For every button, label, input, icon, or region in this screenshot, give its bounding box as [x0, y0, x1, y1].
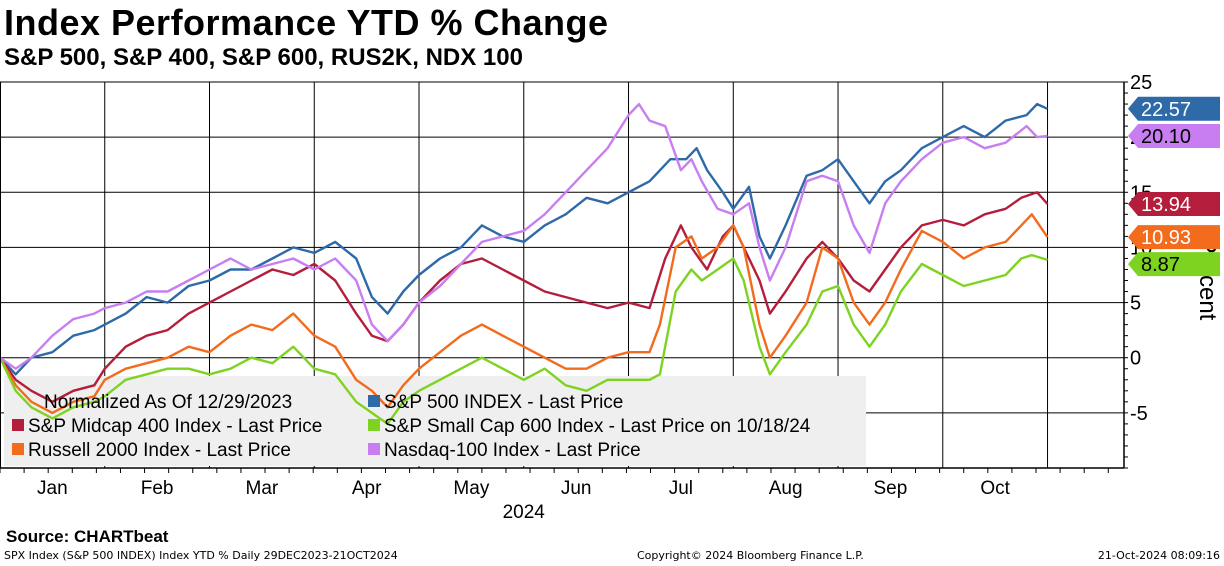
x-axis-year-label: 2024: [503, 502, 546, 523]
y-tick-label: 5: [1130, 293, 1141, 315]
legend-swatch: [368, 419, 380, 431]
last-value-labels: 22.57 20.10 13.94 10.93 8.87: [1128, 96, 1220, 277]
legend-swatch: [12, 443, 24, 455]
x-tick-label: Jun: [561, 478, 592, 499]
x-tick-label: Sep: [873, 478, 907, 499]
last-value-text: 8.87: [1141, 254, 1180, 276]
x-tick-label: Mar: [246, 478, 279, 499]
last-value-text: 22.57: [1141, 99, 1191, 121]
last-value-tag: [1128, 124, 1220, 149]
y-tick-label: -5: [1130, 403, 1148, 425]
footer-copyright: Copyright© 2024 Bloomberg Finance L.P.: [637, 549, 864, 562]
x-tick-label: Oct: [980, 478, 1010, 499]
legend-box: [4, 376, 866, 466]
series-line: [0, 253, 1048, 426]
x-tick-label: Aug: [769, 478, 803, 499]
footer-timestamp: 21-Oct-2024 08:09:16: [1097, 549, 1220, 562]
source-note: Source: CHARTbeat: [6, 527, 169, 546]
legend-swatch: [12, 419, 24, 431]
x-tick-label: Jul: [669, 478, 693, 499]
series-lines: [0, 102, 1049, 426]
legend-swatch: [368, 443, 380, 455]
chart-subtitle: S&P 500, S&P 400, S&P 600, RUS2K, NDX 10…: [4, 44, 523, 71]
legend-entry: Nasdaq-100 Index - Last Price: [384, 440, 641, 461]
last-value-text: 10.93: [1141, 227, 1191, 249]
legend-note: Normalized As Of 12/29/2023: [44, 392, 292, 413]
last-value-tag: [1128, 191, 1220, 216]
y-tick-label: 0: [1130, 348, 1141, 370]
chart-title: Index Performance YTD % Change: [4, 2, 609, 43]
y-tick-label: 25: [1130, 72, 1152, 94]
last-value-tag: [1128, 96, 1220, 121]
y-axis-label: Percent: [1194, 238, 1221, 321]
x-tick-label: Jan: [37, 478, 68, 499]
series-line: [0, 102, 1048, 376]
x-tick-label: Feb: [141, 478, 174, 499]
x-tick-label: May: [453, 478, 489, 499]
series-line: [0, 102, 1048, 370]
last-value-tag: [1128, 252, 1220, 277]
legend-entry: Russell 2000 Index - Last Price: [28, 440, 291, 461]
legend-entry: S&P Midcap 400 Index - Last Price: [28, 416, 322, 437]
series-line: [0, 191, 1049, 403]
legend: Normalized As Of 12/29/2023 S&P 500 INDEX…: [12, 392, 811, 461]
series-line: [0, 213, 1049, 415]
legend-entry: S&P Small Cap 600 Index - Last Price on …: [384, 416, 811, 437]
last-value-text: 13.94: [1141, 194, 1191, 216]
last-value-text: 20.10: [1141, 126, 1191, 148]
last-value-tag: [1128, 225, 1220, 250]
legend-background: [4, 376, 866, 466]
legend-entry: S&P 500 INDEX - Last Price: [384, 392, 623, 413]
footer-left: SPX Index (S&P 500 INDEX) Index YTD % Da…: [4, 549, 398, 562]
x-tick-label: Apr: [352, 478, 382, 499]
legend-swatch: [368, 395, 380, 407]
